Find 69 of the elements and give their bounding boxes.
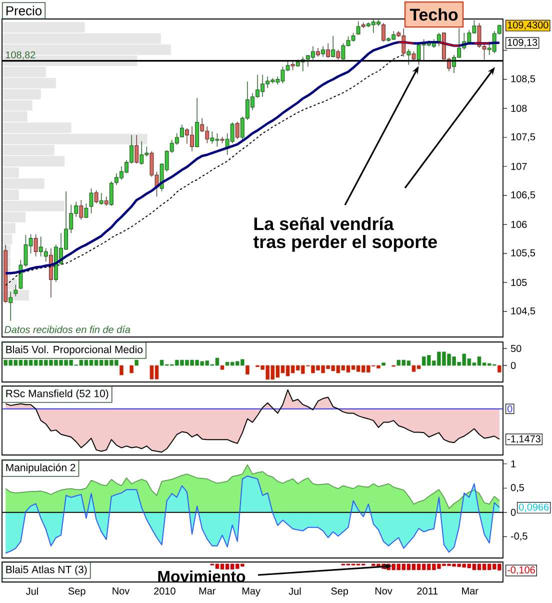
candlestick [235,121,240,140]
text: 0,0966 [519,504,549,512]
x-tick-label: 2010 [154,588,176,595]
candlestick [14,284,18,297]
candlestick [321,46,326,58]
x-tick-label: Jul [26,588,38,595]
annotation: Datos recibidos en fin de día [4,326,130,334]
y-tick-label: 105,5 [511,249,536,258]
annotation: La señal vendría [254,216,394,230]
candlestick [84,203,88,218]
candlestick [331,35,336,58]
text: 109,13 [508,38,538,48]
y-tick-label: 106 [511,220,527,228]
candlestick [99,192,104,206]
y-tick-label: 107 [511,162,527,170]
text: 109,4300 [508,21,548,30]
x-tick-label: Mar [462,588,478,594]
candlestick [79,200,84,220]
chart-title: Blai5 Vol. Proporcional Medio [6,346,143,356]
bar [220,365,224,370]
text: -0,106 [508,566,535,575]
candlestick [326,43,330,58]
candlestick [89,188,94,214]
x-tick-label: Sep [68,588,86,597]
text: Movimiento [158,570,246,582]
bar [382,362,386,366]
x-tick-label: Nov [375,588,392,594]
y-tick-label: 0 [510,508,516,516]
candlestick [94,190,98,204]
x-tick-label: Jul [288,588,301,595]
chart-title: Blai5 Atlas NT (3) [6,566,87,576]
bar [130,365,134,374]
candlestick [134,134,139,164]
candlestick [109,181,114,206]
y-tick-label: 105 [511,278,527,286]
candlestick [336,49,340,60]
x-tick-label: 2011 [417,588,438,595]
y-tick-label: 104,5 [511,307,536,316]
candlestick [406,48,411,66]
candlestick [382,22,386,42]
y-tick-label: 50 [510,344,522,352]
y-tick-label: 0,5 [510,484,524,492]
candlestick [8,291,13,322]
candlestick [104,196,108,206]
bar [134,360,138,366]
chart-title: Precio [6,6,42,16]
y-tick-label: 108,5 [511,75,536,84]
y-tick-label: 106,5 [511,191,536,200]
chart-title: RSc Mansfield (52 10) [6,390,108,400]
y-tick-label: 107,5 [511,133,536,142]
y-tick-label: -0,5 [510,532,528,541]
bar [498,365,502,372]
candlestick [180,124,184,138]
candlestick [34,234,38,257]
chart-title: Manipulación 2 [6,463,76,474]
x-tick-label: Mar [199,588,216,594]
bar [246,365,250,374]
ref-line-label: 108,82 [6,51,36,60]
annotation: tras perder el soporte [253,234,437,252]
x-tick-label: Sep [331,588,348,597]
y-tick-label: 1 [511,460,516,468]
y-tick-label: 108 [511,104,527,112]
candlestick [356,20,360,36]
bar [120,365,124,376]
x-tick-label: Nov [112,588,130,594]
y-tick-label: 0 [510,362,516,370]
annotation: Techo [410,8,458,21]
x-tick-label: May [242,588,260,596]
text: -1,1473 [508,435,540,444]
